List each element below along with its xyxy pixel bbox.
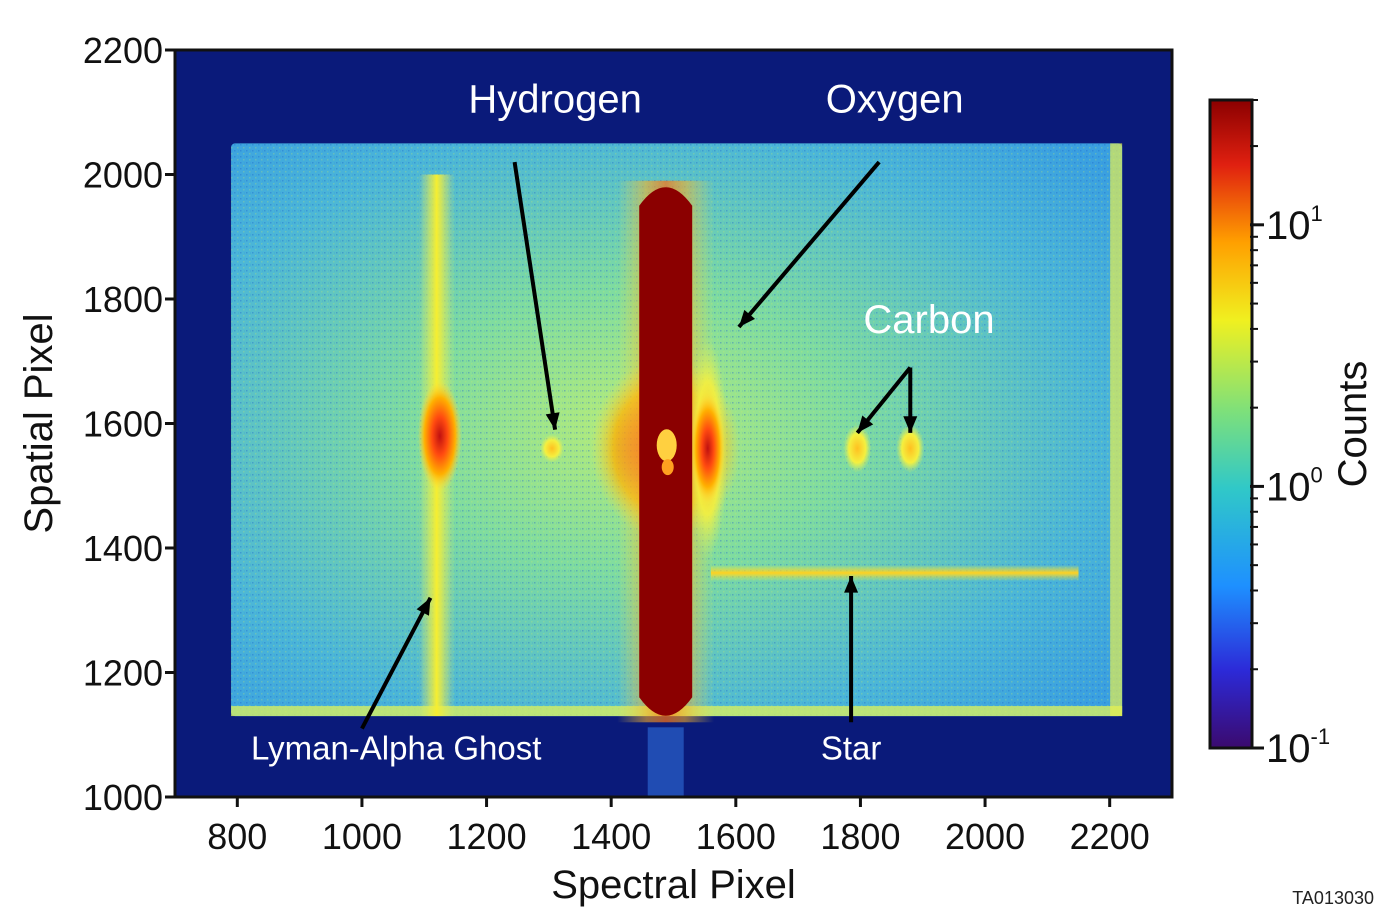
y-tick-label: 1600 bbox=[83, 404, 163, 445]
central-hotspot-2 bbox=[661, 459, 674, 476]
colorbar-gradient bbox=[1208, 98, 1254, 750]
annotation-arrow-star-head bbox=[844, 576, 859, 593]
detector-right-edge bbox=[1110, 143, 1123, 717]
y-tick-label: 1400 bbox=[83, 528, 163, 569]
y-tick-label: 2000 bbox=[83, 155, 163, 196]
x-tick-label: 1000 bbox=[322, 816, 402, 857]
spectral-image bbox=[231, 143, 1123, 797]
star-trace bbox=[710, 564, 1079, 581]
annotation-star: Star bbox=[821, 730, 882, 767]
x-axis-label: Spectral Pixel bbox=[551, 863, 796, 907]
x-tick-label: 1200 bbox=[447, 816, 527, 857]
x-tick-label: 1400 bbox=[571, 816, 651, 857]
y-axis-label: Spatial Pixel bbox=[17, 313, 61, 533]
carbon-emission-2 bbox=[896, 424, 925, 473]
annotation-arrow-hydrogen-head bbox=[545, 412, 560, 430]
x-tick-label: 1600 bbox=[696, 816, 776, 857]
x-tick-label: 1800 bbox=[820, 816, 900, 857]
annotation-arrow-oxygen bbox=[737, 160, 881, 329]
annotation-carbon: Carbon bbox=[863, 298, 994, 342]
annotation-arrow-hydrogen bbox=[512, 161, 558, 431]
axes: 800 1000 1200 1400 1600 1800 2000 2200 1000 1200 1… bbox=[83, 30, 1174, 857]
colorbar-ticks: 10-1 100 101 bbox=[1250, 99, 1330, 771]
colorbar: 10-1 100 101 Counts bbox=[1208, 98, 1375, 771]
colorbar-label: Counts bbox=[1331, 361, 1375, 488]
annotation-lyman: Lyman-Alpha Ghost bbox=[251, 730, 541, 767]
y-tick-label: 2200 bbox=[83, 30, 163, 71]
annotations: Hydrogen Oxygen Carbon Lyman-Alpha Ghost Sta… bbox=[251, 77, 995, 766]
colorbar-tick-label: 101 bbox=[1266, 201, 1323, 248]
colorbar-tick-label: 10-1 bbox=[1266, 724, 1330, 771]
annotation-arrow-oxygen-head bbox=[738, 309, 756, 328]
colorbar-tick-label: 100 bbox=[1266, 462, 1323, 509]
annotation-arrow-lyman-head bbox=[416, 597, 431, 616]
x-tick-label: 2200 bbox=[1070, 816, 1150, 857]
annotation-oxygen: Oxygen bbox=[826, 77, 964, 121]
central-hotspot bbox=[656, 429, 677, 462]
x-tick-label: 2000 bbox=[945, 816, 1025, 857]
carbon-emission-1 bbox=[843, 424, 872, 473]
annotation-arrow2-carbon-head bbox=[903, 416, 918, 433]
hydrogen-emission bbox=[539, 434, 564, 463]
annotation-arrow-carbon-head bbox=[857, 415, 874, 433]
x-tick-label: 800 bbox=[207, 816, 267, 857]
ghost-core bbox=[417, 380, 462, 491]
y-tick-label: 1000 bbox=[83, 777, 163, 818]
figure-id: TA013030 bbox=[1292, 888, 1374, 908]
central-line-fringe bbox=[647, 727, 684, 797]
annotation-arrow-lyman bbox=[360, 596, 433, 730]
annotation-hydrogen: Hydrogen bbox=[468, 77, 641, 121]
y-tick-label: 1200 bbox=[83, 653, 163, 694]
oxygen-emission bbox=[690, 393, 725, 504]
y-tick-label: 1800 bbox=[83, 279, 163, 320]
